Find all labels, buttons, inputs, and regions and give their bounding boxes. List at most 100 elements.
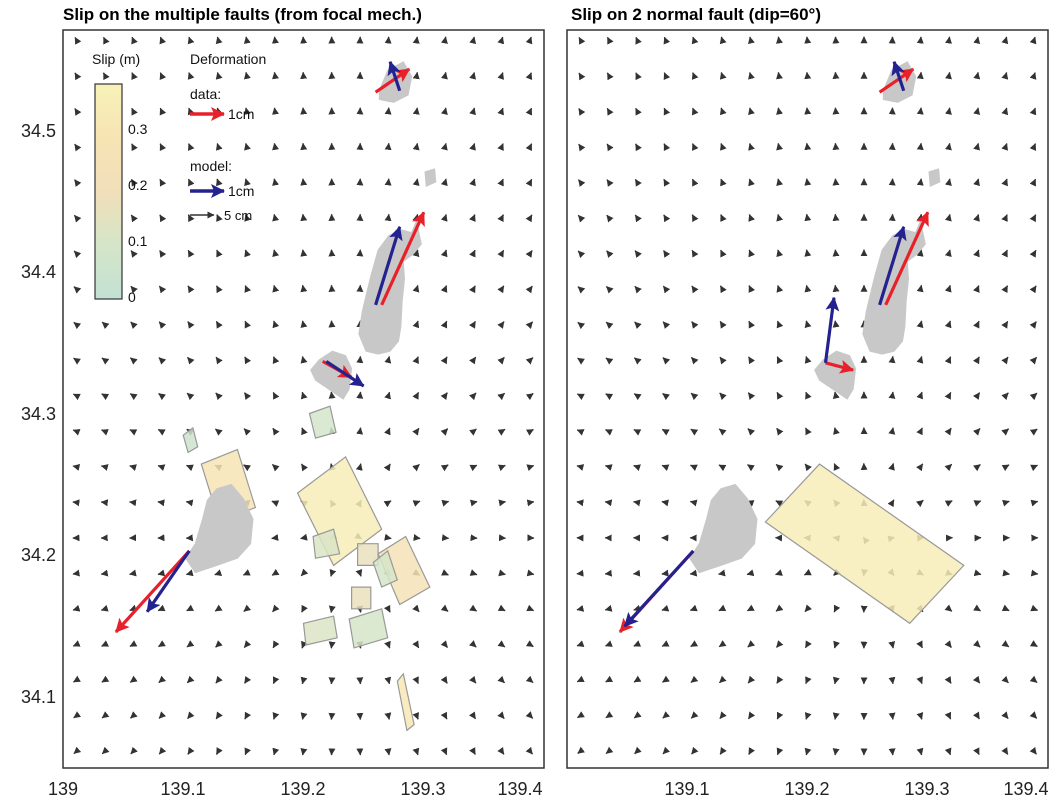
displacement-vector — [1029, 392, 1038, 401]
displacement-vector — [187, 178, 195, 187]
displacement-vector — [944, 284, 952, 293]
displacement-vector — [746, 604, 755, 612]
displacement-vector — [526, 499, 535, 507]
displacement-vector — [577, 711, 585, 719]
displacement-vector — [158, 746, 167, 755]
displacement-vector — [973, 464, 981, 472]
displacement-vector — [186, 356, 195, 365]
displacement-vector — [804, 712, 812, 720]
fault-patch — [302, 615, 338, 646]
displacement-vector — [605, 675, 614, 683]
displacement-vector — [690, 392, 699, 401]
displacement-vector — [525, 214, 533, 223]
displacement-vector — [158, 640, 166, 648]
displacement-vector — [804, 463, 812, 472]
displacement-vector — [440, 178, 448, 187]
displacement-vector — [497, 675, 505, 684]
displacement-vector — [101, 429, 109, 436]
displacement-vector — [691, 72, 699, 80]
displacement-vector — [187, 214, 195, 223]
displacement-vector — [605, 357, 614, 365]
displacement-vector — [578, 108, 586, 116]
displacement-vector — [832, 712, 840, 720]
island — [689, 483, 758, 574]
displacement-vector — [157, 428, 166, 436]
legend-data-scale: 1cm — [228, 106, 254, 122]
displacement-vector — [100, 604, 109, 612]
displacement-vector — [944, 391, 952, 400]
displacement-vector — [469, 356, 477, 365]
left-plot-frame — [62, 29, 545, 769]
displacement-vector — [243, 428, 252, 436]
displacement-vector — [440, 356, 448, 365]
displacement-vector — [576, 429, 585, 436]
displacement-vector — [776, 427, 784, 436]
displacement-vector — [440, 214, 448, 222]
displacement-vector — [129, 464, 137, 471]
displacement-vector — [131, 72, 138, 81]
displacement-vector — [804, 249, 812, 257]
displacement-vector — [1001, 392, 1009, 401]
displacement-vector — [131, 36, 138, 45]
displacement-vector — [718, 464, 727, 472]
displacement-vector — [469, 499, 478, 507]
displacement-vector — [691, 178, 699, 187]
displacement-vector — [525, 143, 533, 152]
displacement-vector — [633, 640, 642, 647]
displacement-vector — [606, 36, 614, 45]
displacement-vector — [833, 463, 841, 471]
displacement-vector — [633, 393, 642, 401]
displacement-vector — [944, 604, 953, 612]
displacement-vector — [272, 427, 280, 436]
displacement-vector — [833, 640, 840, 649]
left-y-tick-label: 34.4 — [21, 262, 56, 282]
displacement-vector — [129, 429, 138, 436]
displacement-vector — [747, 675, 756, 684]
displacement-vector — [748, 747, 756, 755]
displacement-vector — [497, 214, 505, 223]
displacement-vector — [916, 320, 924, 329]
displacement-vector — [300, 178, 308, 186]
displacement-vector — [606, 214, 614, 223]
displacement-vector — [888, 676, 896, 685]
displacement-vector — [412, 320, 420, 329]
displacement-vector — [215, 285, 223, 294]
displacement-vector — [187, 143, 195, 151]
displacement-vector — [525, 640, 534, 648]
displacement-vector — [101, 746, 110, 755]
displacement-vector — [1029, 143, 1037, 151]
displacement-vector — [576, 464, 585, 471]
displacement-vector — [748, 214, 755, 222]
displacement-vector — [186, 464, 194, 472]
displacement-vector — [498, 499, 506, 507]
displacement-vector — [356, 605, 363, 613]
displacement-vector — [832, 249, 840, 257]
displacement-vector — [469, 428, 477, 436]
displacement-vector — [973, 500, 982, 507]
displacement-vector — [633, 357, 642, 365]
displacement-vector — [916, 712, 924, 720]
legend-model-label: model: — [190, 158, 232, 174]
left-y-tick-label: 34.2 — [21, 545, 56, 565]
displacement-vector — [916, 142, 924, 151]
gnss-data-vector — [374, 67, 411, 94]
displacement-vector — [469, 320, 476, 329]
displacement-vector — [300, 142, 308, 151]
displacement-vector — [916, 499, 924, 508]
displacement-vector — [973, 107, 981, 116]
displacement-vector — [215, 392, 223, 401]
displacement-vector — [748, 249, 755, 258]
displacement-vector — [916, 676, 923, 685]
displacement-vector — [73, 321, 82, 330]
displacement-vector — [973, 747, 980, 756]
displacement-vector — [973, 214, 980, 222]
displacement-vector — [525, 178, 533, 187]
displacement-vector — [215, 675, 223, 684]
right-x-tick-label: 139.3 — [904, 779, 949, 799]
displacement-vector — [244, 178, 251, 187]
displacement-vector — [1029, 428, 1038, 436]
displacement-vector — [412, 284, 420, 293]
displacement-vector — [130, 285, 138, 294]
displacement-vector — [72, 640, 81, 647]
island — [814, 350, 857, 400]
